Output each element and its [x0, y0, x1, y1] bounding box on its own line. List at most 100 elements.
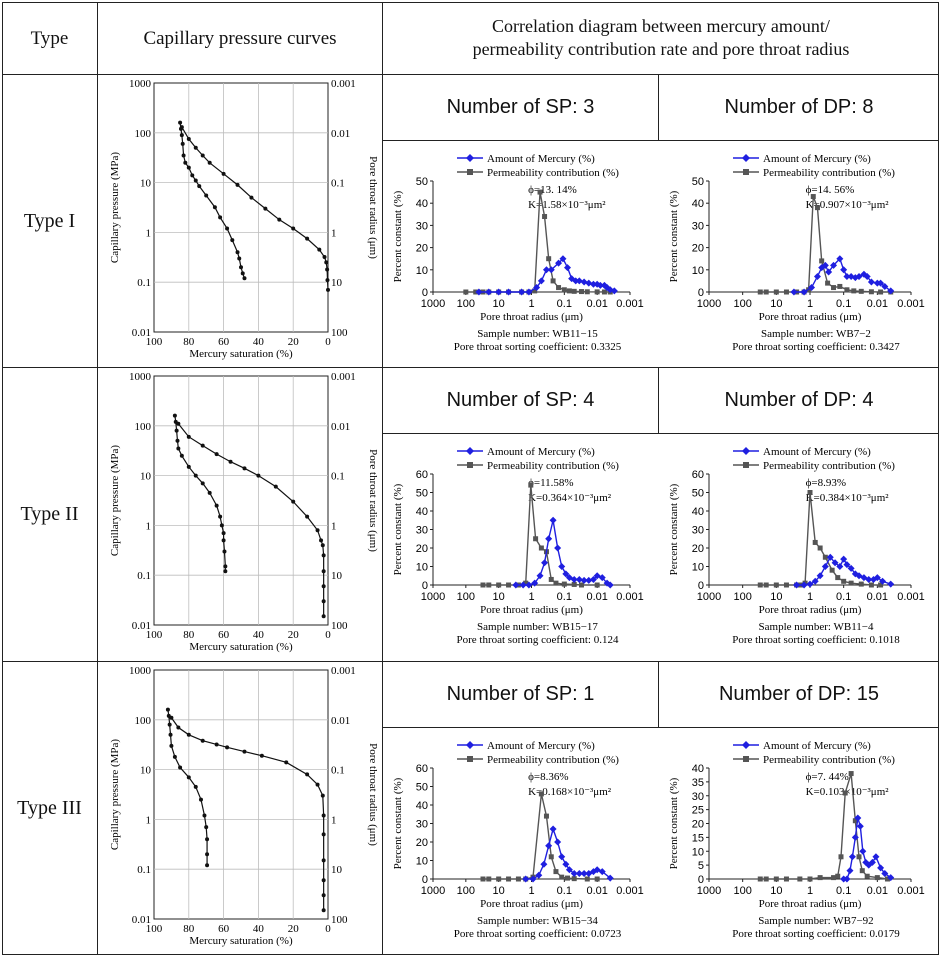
perm-point	[817, 545, 823, 551]
mercury-point	[808, 284, 816, 292]
divider	[2, 367, 939, 368]
mercury-point	[495, 288, 503, 296]
mercury-point	[585, 279, 593, 287]
y2-tick-label: 10	[331, 277, 343, 289]
y2-tick-label: 100	[331, 620, 348, 632]
y-tick-label: 60	[416, 763, 428, 775]
type-label-2: Type II	[20, 503, 79, 525]
x-tick-label: 10	[770, 885, 782, 897]
dp-count-1: Number of DP: 8	[724, 96, 874, 118]
x-tick-label: 0.001	[897, 885, 925, 897]
dp-count-2: Number of DP: 4	[724, 389, 874, 411]
sample-number: Sample number: WB7−2	[761, 328, 871, 340]
header-type: Type	[30, 27, 69, 49]
capillary-point	[273, 484, 278, 489]
legend-mercury-marker	[742, 447, 750, 455]
permeability-annotation: K=1.58×10⁻³μm²	[528, 199, 606, 211]
mercury-point	[881, 869, 889, 877]
capillary-point	[183, 160, 188, 165]
y2-axis-label: Pore throat radius (μm)	[367, 156, 379, 259]
capillary-curve-intrusion	[174, 415, 226, 572]
x-tick-label: 0	[325, 629, 331, 641]
sorting-coefficient: Pore throat sorting coefficient: 0.124	[456, 634, 619, 646]
capillary-point	[193, 178, 198, 183]
y2-tick-label: 0.1	[331, 471, 345, 483]
perm-point	[783, 876, 789, 882]
y-tick-label: 30	[692, 525, 704, 537]
y-tick-label: 20	[416, 837, 428, 849]
mercury-point	[531, 579, 539, 587]
divider	[2, 74, 939, 75]
y-tick-label: 30	[692, 220, 704, 232]
capillary-point	[284, 760, 289, 765]
sorting-coefficient: Pore throat sorting coefficient: 0.3427	[732, 341, 900, 353]
perm-point	[864, 873, 870, 879]
y-tick-label: 1	[146, 814, 152, 826]
y-tick-label: 5	[698, 860, 704, 872]
capillary-point	[321, 584, 326, 589]
mercury-point	[558, 853, 566, 861]
mercury-point	[863, 272, 871, 280]
x-tick-label: 0.001	[616, 885, 644, 897]
perm-point	[858, 288, 864, 294]
y2-tick-label: 0.001	[331, 78, 356, 90]
type-label-3: Type III	[17, 797, 82, 819]
perm-point	[480, 582, 486, 588]
perm-point	[561, 287, 567, 293]
perm-point	[812, 539, 818, 545]
capillary-point	[321, 858, 326, 863]
mercury-point	[813, 272, 821, 280]
legend-perm-label: Permeability contribution (%)	[763, 167, 895, 179]
y-axis-label: Percent constant (%)	[668, 190, 680, 282]
x-tick-label: 100	[146, 629, 163, 641]
mercury-point	[518, 288, 526, 296]
mercury-point	[525, 288, 533, 296]
perm-point	[757, 876, 763, 882]
y-tick-label: 100	[135, 421, 152, 433]
capillary-point	[179, 125, 184, 130]
x-tick-label: 0.01	[586, 298, 607, 310]
mercury-point	[821, 261, 829, 269]
perm-point	[532, 288, 538, 294]
mercury-point	[847, 564, 855, 572]
capillary-curve-extrusion	[170, 717, 325, 911]
perm-point	[810, 194, 816, 200]
perm-point	[848, 771, 854, 777]
capillary-point	[228, 459, 233, 464]
perm-point	[856, 854, 862, 860]
capillary-point	[221, 171, 226, 176]
x-axis-label: Pore throat radius (μm)	[759, 311, 862, 323]
mercury-point	[585, 576, 593, 584]
y2-tick-label: 1	[331, 520, 337, 532]
perm-point	[829, 567, 835, 573]
perm-point	[819, 258, 825, 264]
y-tick-label: 10	[416, 562, 428, 574]
y-tick-label: 100	[135, 715, 152, 727]
mercury-point	[596, 281, 604, 289]
perm-point	[486, 876, 492, 882]
perm-point	[835, 575, 841, 581]
mercury-point	[868, 858, 876, 866]
mercury-point	[580, 278, 588, 286]
legend-perm-marker	[467, 462, 473, 468]
mercury-point	[541, 559, 549, 567]
perm-point	[594, 582, 600, 588]
perm-point	[763, 582, 769, 588]
mercury-point	[522, 875, 530, 883]
x-tick-label: 0.01	[867, 591, 888, 603]
mercury-point	[793, 581, 801, 589]
capillary-point	[221, 538, 226, 543]
y2-tick-label: 0.01	[331, 128, 350, 140]
mercury-point	[825, 268, 833, 276]
x-tick-label: 10	[493, 591, 505, 603]
x-tick-label: 1	[807, 885, 813, 897]
capillary-point	[197, 184, 202, 189]
divider	[382, 140, 939, 141]
x-axis-label: Pore throat radius (μm)	[759, 898, 862, 910]
perm-point	[822, 554, 828, 560]
mercury-point	[542, 266, 550, 274]
x-tick-label: 1000	[421, 885, 445, 897]
porosity-annotation: ϕ=13. 14%	[528, 184, 577, 196]
mercury-point	[840, 266, 848, 274]
mercury-point	[806, 580, 814, 588]
